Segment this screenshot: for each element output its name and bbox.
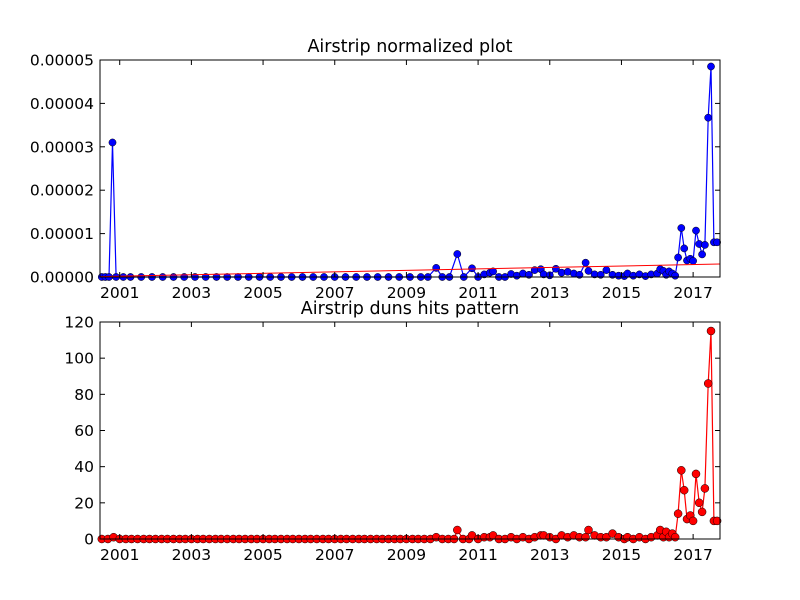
normalized-data-point: [432, 264, 441, 272]
normalized-x-tick-label: 2015: [602, 284, 641, 302]
duns-hits-data-point: [712, 516, 722, 526]
duns-hits-x-tick-label: 2015: [602, 546, 641, 564]
duns-hits-data-point: [679, 485, 689, 495]
duns-hits-x-tick-label: 2011: [458, 546, 497, 564]
normalized-y-tick-label: 0.00003: [30, 138, 94, 156]
duns-hits-x-tick-label: 2017: [673, 546, 712, 564]
normalized-data-point: [701, 241, 709, 249]
normalized-data-point: [707, 62, 715, 71]
duns-hits-x-tick-label: 2009: [387, 546, 426, 564]
duns-hits-data-point: [673, 509, 683, 518]
duns-hits-plot-title: Airstrip duns hits pattern: [301, 299, 520, 319]
normalized-data-point: [698, 250, 706, 259]
normalized-data-point: [108, 138, 117, 147]
normalized-data-point: [602, 266, 611, 274]
duns-hits-data-point: [670, 532, 680, 542]
duns-hits-y-tick-label: 40: [74, 458, 94, 476]
duns-hits-x-tick-label: 2005: [243, 546, 282, 564]
normalized-y-tick-label: 0.00001: [30, 225, 94, 243]
duns-hits-y-tick-label: 0: [84, 531, 94, 549]
duns-hits-plot-frame: [99, 321, 721, 540]
duns-hits-data-point: [691, 469, 701, 479]
normalized-x-tick-label: 2003: [172, 284, 211, 302]
duns-hits-y-tick-label: 100: [64, 350, 94, 368]
normalized-plot: Airstrip normalized plot 2001 2003 2005 200…: [30, 37, 721, 302]
duns-hits-data-point: [697, 507, 707, 517]
duns-hits-data-point: [584, 525, 593, 535]
normalized-plot-frame: [99, 59, 721, 278]
normalized-data-point: [680, 244, 689, 253]
normalized-x-tick-label: 2007: [315, 284, 354, 302]
duns-hits-data-point: [703, 379, 713, 388]
normalized-data-point: [677, 224, 686, 232]
normalized-data-point: [692, 226, 700, 235]
normalized-x-tick-label: 2011: [458, 284, 497, 302]
duns-hits-data-point: [581, 532, 590, 542]
duns-hits-x-tick-label: 2007: [315, 546, 354, 564]
duns-hits-data-point: [453, 525, 462, 535]
normalized-plot-title: Airstrip normalized plot: [307, 37, 512, 57]
normalized-plot-axes: 2001 2003 2005 2007 2009 2011 2013 2015 2017 0.00…: [30, 52, 720, 302]
normalized-data-point: [468, 264, 476, 273]
normalized-x-tick-label: 2009: [387, 284, 426, 302]
duns-hits-plot: Airstrip duns hits pattern 2001 2003 2005 2…: [64, 299, 722, 564]
duns-hits-data-point: [706, 326, 716, 336]
duns-hits-data-point: [694, 498, 704, 508]
duns-hits-plot-axes: 2001 2003 2005 2007 2009 2011 2013 2015 2017 0 20 4…: [64, 314, 720, 564]
normalized-plot-marks: [97, 62, 721, 281]
duns-hits-data-point: [688, 516, 698, 526]
normalized-data-point: [453, 250, 462, 258]
duns-hits-y-tick-label: 60: [74, 422, 94, 440]
normalized-y-tick-label: 0.00002: [30, 182, 94, 200]
normalized-data-point: [671, 271, 680, 280]
normalized-data-point: [704, 113, 713, 122]
duns-hits-y-tick-label: 80: [74, 386, 94, 404]
normalized-x-tick-label: 2013: [530, 284, 569, 302]
normalized-data-point: [584, 267, 593, 275]
normalized-y-tick-label: 0.00005: [30, 52, 94, 70]
normalized-x-tick-label: 2005: [243, 284, 282, 302]
normalized-y-tick-label: 0.00004: [30, 95, 94, 113]
normalized-x-tick-label: 2001: [100, 284, 139, 302]
normalized-y-tick-label: 0.00000: [30, 269, 94, 287]
duns-hits-y-tick-label: 20: [74, 494, 94, 512]
duns-hits-data-point: [677, 466, 686, 475]
duns-hits-x-tick-label: 2001: [100, 546, 139, 564]
normalized-trend-line: [99, 263, 721, 278]
duns-hits-data-point: [700, 484, 710, 493]
normalized-x-tick-label: 2017: [673, 284, 712, 302]
normalized-data-point: [489, 267, 497, 276]
duns-hits-y-tick-label: 120: [64, 314, 94, 332]
duns-hits-x-tick-label: 2003: [172, 546, 211, 564]
normalized-data-point: [581, 258, 590, 267]
normalized-data-point: [713, 238, 721, 247]
normalized-data-point: [674, 253, 682, 262]
normalized-data-point: [689, 257, 697, 265]
duns-hits-x-tick-label: 2013: [530, 546, 569, 564]
